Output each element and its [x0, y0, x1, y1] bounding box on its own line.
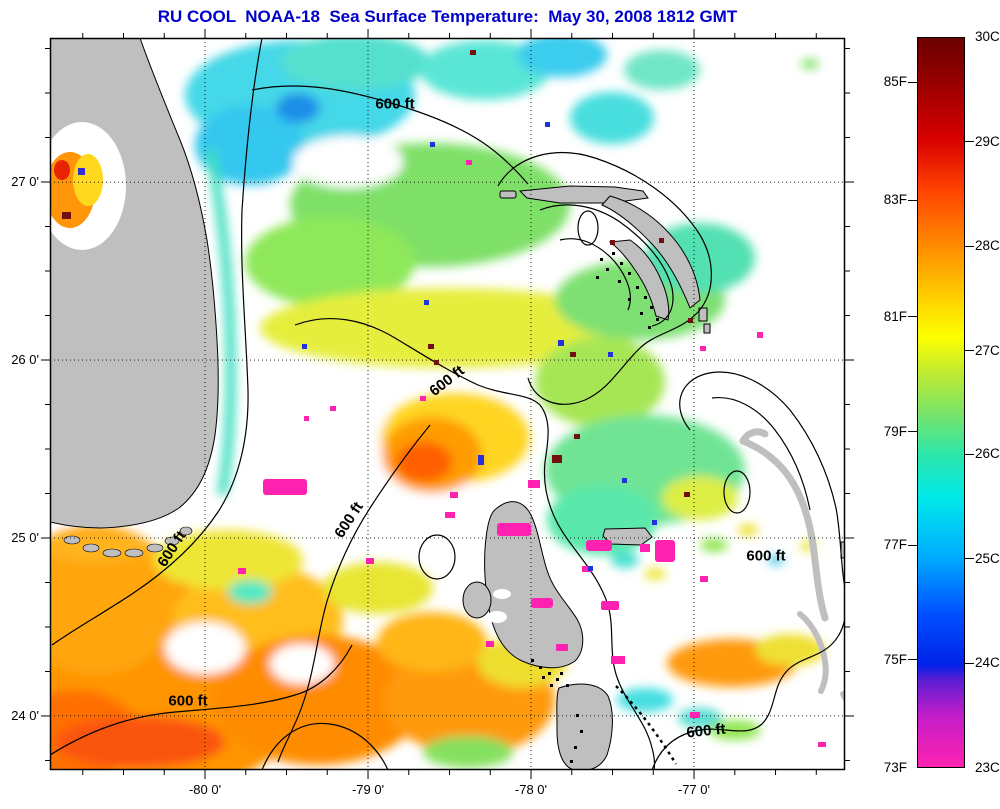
colorbar	[917, 37, 965, 768]
colorbar-label-c: 30C	[975, 29, 1000, 44]
colorbar-tick	[965, 558, 974, 560]
contour-label-600ft: 600 ft	[168, 692, 208, 710]
contour-label-600ft: 600 ft	[746, 547, 786, 565]
abaco-island	[601, 195, 701, 309]
x-tick-label: -77 0'	[677, 782, 710, 797]
x-tick-label: -80 0'	[188, 782, 222, 797]
colorbar-tick	[908, 199, 917, 201]
axis-ticks-layer	[41, 29, 854, 779]
colorbar-tick	[965, 453, 974, 455]
colorbar-label-f: 83F	[883, 192, 907, 207]
south-andros-island	[556, 683, 613, 769]
x-tick-label: -78 0'	[514, 782, 548, 797]
colorbar-label-f: 77F	[883, 537, 907, 553]
colorbar-label-c: 29C	[975, 133, 1000, 149]
colorbar-tick	[965, 141, 974, 143]
speckle-layer	[238, 50, 826, 747]
colorbar-tick	[965, 662, 974, 664]
y-tick-label: 27 0'	[11, 174, 39, 190]
contour-label-600ft: 600 ft	[375, 95, 415, 113]
andros-island	[484, 501, 584, 669]
colorbar-label-c: 26C	[975, 446, 1000, 462]
colorbar-label-c: 27C	[975, 342, 1000, 358]
colorbar-label-f: 81F	[883, 308, 907, 324]
colorbar-tick	[908, 316, 917, 318]
colorbar-tick	[965, 350, 974, 352]
florida-keys	[63, 526, 193, 558]
colorbar-tick	[908, 81, 917, 83]
colorbar-label-f: 75F	[883, 651, 907, 667]
colorbar-label-c: 23C	[975, 760, 1000, 775]
colorbar-label-c: 25C	[975, 550, 1000, 566]
contour-layer	[51, 39, 844, 769]
colorbar-label-c: 28C	[975, 238, 1000, 254]
colorbar-label-c: 24C	[975, 655, 1000, 671]
colorbar-label-f: 79F	[883, 423, 907, 439]
plot-frame	[49, 37, 846, 771]
x-tick-label: -79 0'	[351, 782, 385, 797]
figure-title: RU COOL NOAA-18 Sea Surface Temperature:…	[157, 7, 738, 26]
colorbar-tick	[908, 659, 917, 661]
colorbar-label-f: 85F	[883, 74, 907, 90]
colorbar-tick	[908, 544, 917, 546]
shoal-speckles	[531, 252, 659, 763]
land-layer	[51, 39, 844, 769]
y-tick-label: 26 0'	[11, 352, 39, 368]
colorbar-tick	[908, 431, 917, 433]
y-tick-label: 25 0'	[11, 529, 39, 545]
colorbar-tick	[965, 245, 974, 247]
colorbar-label-f: 73F	[883, 760, 907, 775]
lake-okeechobee	[51, 122, 126, 250]
graticule-layer	[50, 38, 845, 770]
eleuthera-cat-islands	[739, 428, 844, 702]
y-tick-label: 24 0'	[11, 707, 39, 723]
